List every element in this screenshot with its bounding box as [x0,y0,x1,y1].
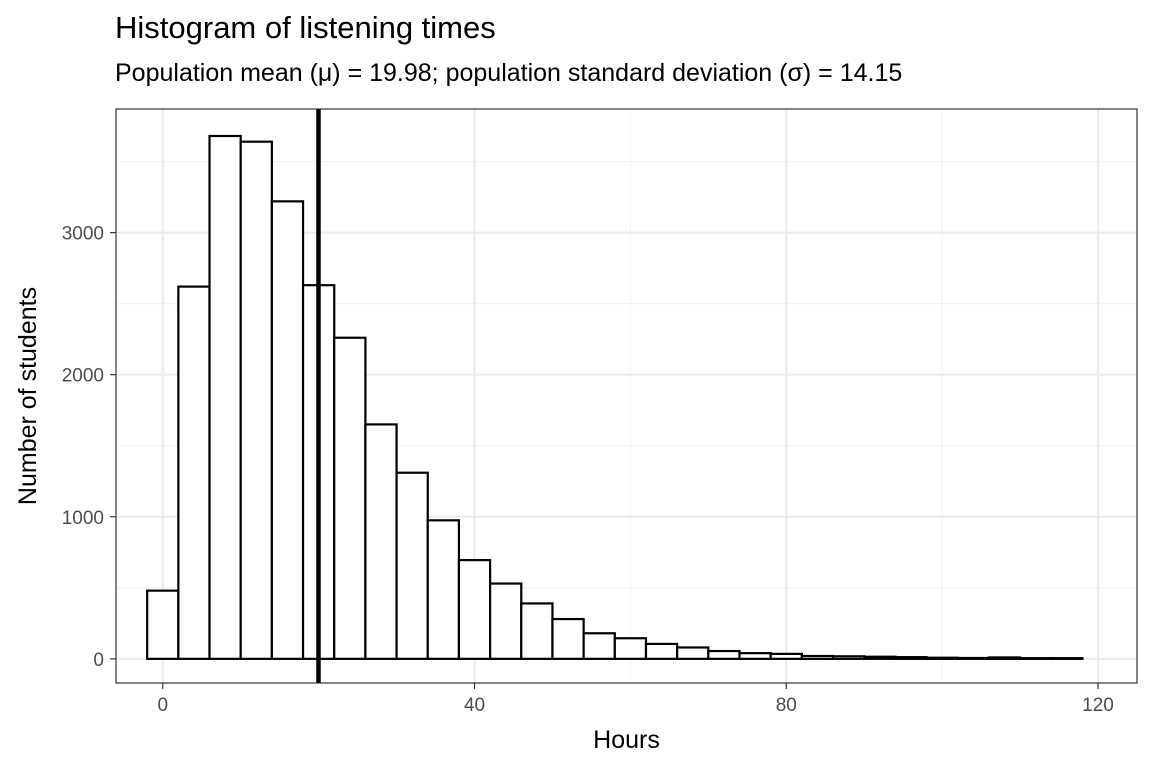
histogram-bar [676,646,710,660]
histogram-bar [925,656,959,660]
histogram-bar [613,637,648,660]
y-tick-label: 3000 [62,224,104,245]
histogram-bar [457,559,492,660]
histogram-bar [831,655,866,660]
x-tick-label: 80 [776,695,797,716]
x-tick-label: 40 [464,695,485,716]
histogram-bar [426,519,461,660]
y-tick-label: 2000 [62,366,104,387]
histogram-bar [239,140,273,660]
bars-layer [146,134,1084,660]
x-tick-label: 120 [1082,695,1114,716]
histogram-bar [644,642,679,660]
histogram-bar [1018,657,1053,660]
chart-subtitle: Population mean (μ) = 19.98; population … [115,59,903,87]
histogram-bar [707,649,741,660]
histogram-bar [177,285,211,660]
histogram-bar [582,632,616,660]
histogram-bar [800,654,835,660]
histogram-bar [364,423,398,660]
chart-title: Histogram of listening times [115,10,496,45]
panel-border [115,108,1138,684]
x-tick-label: 0 [157,695,168,716]
histogram-bar [1050,657,1084,660]
histogram-bar [208,134,242,660]
histogram-bar [489,582,523,660]
histogram-bar [987,656,1022,660]
histogram-bar [270,200,305,660]
histogram-bar [769,652,803,660]
histogram-bar [551,617,585,660]
histogram-bar [894,656,928,660]
axis-layer: 0 40 80 120 0 1000 2000 3000 [62,224,1114,716]
histogram-bar [146,589,180,660]
y-tick-label: 0 [93,650,104,671]
y-axis-title: Number of students [14,287,42,505]
y-tick-label: 1000 [62,508,104,529]
histogram-bar [956,656,991,660]
x-axis-title: Hours [593,726,660,754]
histogram-bar [863,655,897,660]
histogram-bar [520,602,554,660]
histogram-bar [738,652,772,660]
histogram-bar [333,336,367,660]
histogram-bar [395,471,429,660]
